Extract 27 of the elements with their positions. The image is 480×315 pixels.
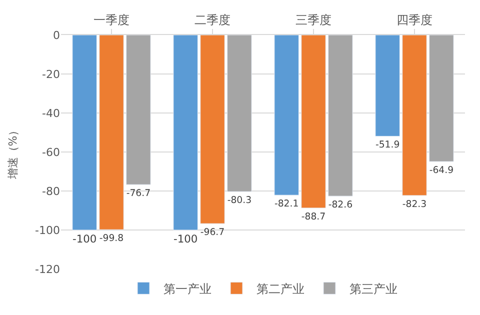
- y-tick-label: -60: [42, 146, 60, 159]
- y-tick-label: -40: [42, 106, 60, 120]
- data-label: -88.7: [301, 211, 326, 222]
- data-label: -51.9: [375, 140, 400, 151]
- data-label: -80.3: [227, 195, 252, 206]
- legend-label: 第三产业: [350, 282, 398, 296]
- y-axis-title: 增速（%）: [6, 124, 20, 180]
- data-label: -100: [173, 232, 198, 246]
- y-tick-label: -20: [42, 68, 60, 81]
- x-tick-label: 三季度: [296, 13, 332, 28]
- x-tick-label: 四季度: [396, 13, 432, 28]
- data-label: -99.8: [99, 233, 124, 244]
- data-label: -76.7: [126, 188, 151, 200]
- data-label: -100: [72, 232, 97, 246]
- x-tick-label: 二季度: [194, 13, 230, 28]
- data-label: -82.1: [274, 198, 299, 210]
- y-tick-label: 0: [53, 28, 60, 42]
- data-label: -64.9: [429, 165, 454, 176]
- y-tick-label: -80: [42, 184, 60, 198]
- x-tick-label: 一季度: [94, 13, 130, 28]
- legend-label: 第二产业: [256, 282, 304, 296]
- data-label: -96.7: [200, 227, 225, 238]
- legend-label: 第一产业: [164, 282, 212, 296]
- data-label: -82.3: [402, 198, 427, 210]
- y-tick-label: -100: [35, 224, 60, 237]
- y-tick-label: -120: [35, 262, 60, 276]
- data-label: -82.6: [328, 200, 353, 211]
